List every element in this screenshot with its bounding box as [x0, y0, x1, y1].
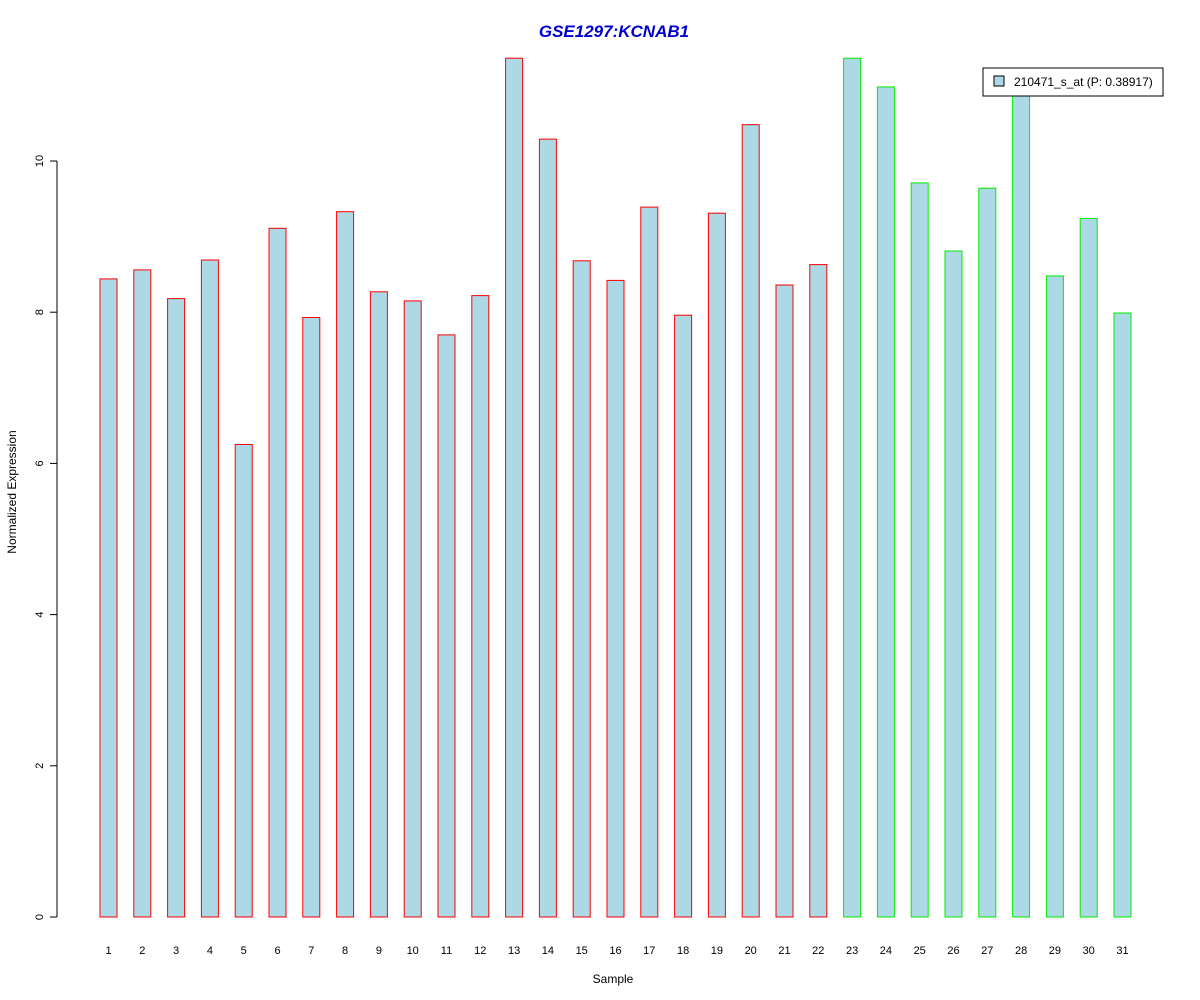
x-tick-label: 20 [745, 945, 757, 957]
bar-sample-26 [944, 250, 963, 918]
x-tick-label: 4 [207, 945, 213, 957]
bar-sample-14 [538, 138, 557, 918]
x-tick-label: 27 [981, 945, 993, 957]
y-tick-label: 8 [34, 309, 46, 315]
x-tick-label: 3 [173, 945, 179, 957]
bar-sample-2 [133, 269, 152, 918]
x-tick-label: 17 [643, 945, 655, 957]
x-tick-label: 2 [139, 945, 145, 957]
x-tick-labels: 1 2 3 4 5 6 7 8 9 10 11 12 13 14 15 16 17 18 19 20 21 22 23 24 2… [105, 945, 1128, 957]
bar-sample-5 [234, 444, 253, 918]
bar-sample-24 [876, 86, 895, 918]
bar-sample-27 [978, 187, 997, 918]
y-tick-label: 0 [34, 914, 46, 920]
bar-sample-4 [200, 259, 219, 918]
bar-sample-15 [572, 260, 591, 918]
bar-sample-11 [437, 334, 456, 918]
bar-sample-10 [403, 300, 422, 918]
x-tick-label: 9 [376, 945, 382, 957]
x-tick-label: 14 [542, 945, 554, 957]
x-tick-label: 29 [1049, 945, 1061, 957]
legend: 210471_s_at (P: 0.38917) [982, 67, 1164, 97]
bar-sample-13 [505, 57, 524, 918]
x-tick-label: 21 [778, 945, 790, 957]
y-axis-label: Normalized Expression [5, 430, 19, 553]
bar-sample-25 [910, 182, 929, 918]
bar-sample-7 [302, 317, 321, 918]
x-tick-label: 15 [576, 945, 588, 957]
bar-sample-30 [1079, 218, 1098, 918]
x-tick-label: 30 [1083, 945, 1095, 957]
x-tick-label: 6 [274, 945, 280, 957]
x-tick-label: 22 [812, 945, 824, 957]
x-tick-label: 25 [914, 945, 926, 957]
x-tick-label: 7 [308, 945, 314, 957]
x-tick-label: 28 [1015, 945, 1027, 957]
bar-sample-19 [707, 212, 726, 918]
bar-sample-23 [843, 57, 862, 918]
x-tick-label: 12 [474, 945, 486, 957]
bar-sample-28 [1012, 86, 1031, 918]
y-axis: 0 2 4 6 8 10 [34, 155, 58, 920]
bars [99, 57, 1132, 918]
legend-box [982, 67, 1164, 97]
bar-sample-20 [741, 124, 760, 918]
x-tick-label: 5 [241, 945, 247, 957]
y-tick-label: 6 [34, 460, 46, 466]
x-tick-label: 11 [441, 945, 452, 957]
y-tick-label: 2 [34, 763, 46, 769]
x-tick-label: 8 [342, 945, 348, 957]
legend-label: 210471_s_at (P: 0.38917) [1014, 75, 1153, 89]
bar-sample-9 [369, 291, 388, 918]
bar-sample-17 [640, 206, 659, 918]
x-tick-label: 18 [677, 945, 689, 957]
y-tick-label: 10 [34, 155, 46, 167]
x-tick-label: 23 [846, 945, 858, 957]
bar-sample-8 [336, 211, 355, 918]
legend-swatch [993, 75, 1005, 87]
x-tick-label: 24 [880, 945, 892, 957]
bar-sample-12 [471, 295, 490, 918]
x-tick-label: 19 [711, 945, 723, 957]
bar-sample-6 [268, 227, 287, 918]
x-tick-label: 1 [105, 945, 111, 957]
bar-sample-31 [1113, 312, 1132, 918]
x-tick-label: 31 [1116, 945, 1128, 957]
bar-sample-29 [1045, 275, 1064, 918]
bar-sample-1 [99, 278, 118, 918]
x-axis-label: Sample [593, 972, 634, 986]
bar-sample-18 [674, 314, 693, 918]
bar-sample-22 [809, 264, 828, 918]
bar-sample-3 [167, 298, 186, 918]
x-tick-label: 10 [407, 945, 419, 957]
x-tick-label: 26 [947, 945, 959, 957]
chart-title: GSE1297:KCNAB1 [539, 22, 689, 41]
y-tick-label: 4 [34, 612, 46, 618]
bar-sample-16 [606, 279, 625, 918]
bar-sample-21 [775, 284, 794, 918]
x-tick-label: 16 [609, 945, 621, 957]
x-tick-label: 13 [508, 945, 520, 957]
